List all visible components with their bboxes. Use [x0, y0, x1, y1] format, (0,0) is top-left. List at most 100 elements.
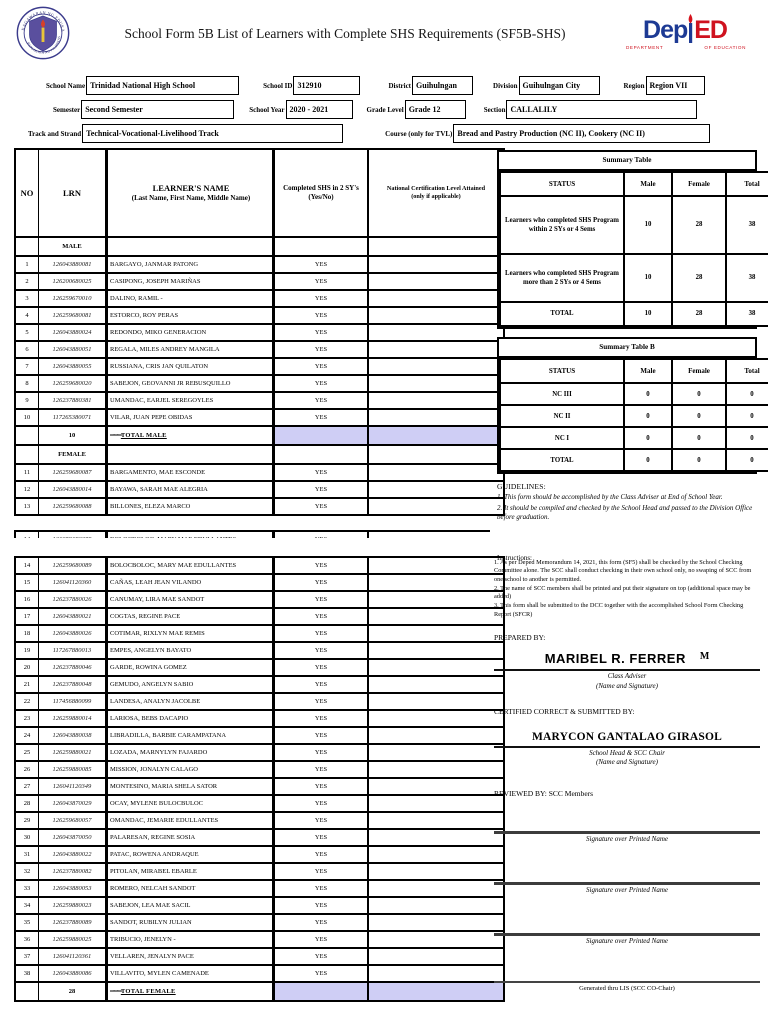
generated-caption: Generated thru LIS (SCC CO-Chair)	[579, 985, 675, 993]
school-head-signature-block: MARYCON GANTALAO GIRASOL School Head & S…	[494, 727, 760, 768]
col-header-lrn: LRN	[63, 187, 81, 198]
learner-row: 6 126043880051 REGALA, MILES ANDREY MANG…	[14, 340, 505, 359]
summary-row: TOTAL 10 28 38	[499, 301, 768, 327]
row-learner-name: VILAR, JUAN PEPE OBIDAS	[105, 408, 274, 427]
female-section-row: FEMALE	[14, 444, 505, 465]
row-number: 14	[14, 556, 39, 575]
row-nc-level	[367, 828, 505, 847]
row-lrn: 126041120349	[38, 777, 107, 796]
learner-row: 15 126041120360 CAÑAS, LEAH JEAN VILANDO…	[14, 573, 505, 592]
scc-signature-slot-1: Signature over Printed Name	[494, 831, 760, 844]
row-learner-name: DALINO, RAMIL -	[105, 289, 274, 308]
row-number: 35	[14, 913, 39, 932]
summary-b-row-total: 0	[725, 426, 768, 450]
row-completed-shs: YES	[272, 760, 369, 779]
row-nc-level	[367, 289, 505, 308]
row-completed-shs: YES	[272, 357, 369, 376]
grade-level-label: Grade Level	[366, 105, 404, 114]
summary-b-row-status: NC II	[499, 404, 625, 428]
row-completed-shs: YES	[272, 845, 369, 864]
right-column-page1: Summary Table STATUS Male Female Total L…	[497, 150, 768, 563]
learner-row-partial: 14 126259680089 BOLOCBOLOC, MARY MAE EDU…	[14, 530, 490, 538]
row-learner-name: OMANDAC, JEMARIE EDULLANTES	[105, 811, 274, 830]
row-completed-shs: YES	[272, 964, 369, 983]
summary-b-col-female: Female	[671, 358, 727, 384]
learner-row: 18 126043880026 COTIMAR, RIXLYN MAE REMI…	[14, 624, 505, 643]
learner-row: 12 126043880014 BAYAWA, SARAH MAE ALEGRI…	[14, 480, 505, 499]
row-lrn: 126259880025	[38, 930, 107, 949]
course-label: Course (only for TVL)	[385, 129, 453, 138]
row-nc-level	[367, 530, 490, 538]
summary-b-row-total: 0	[725, 382, 768, 406]
row-lrn: 126259880014	[38, 709, 107, 728]
row-learner-name: BOLOCBOLOC, MARY MAE EDULLANTES	[105, 530, 274, 538]
summary-b-row-male: 0	[623, 426, 673, 450]
page-break-partial-row: 14 126259680089 BOLOCBOLOC, MARY MAE EDU…	[14, 530, 490, 538]
summary-table-title: Summary Table	[499, 152, 755, 171]
form-field-row-1: School Name Trinidad National High Schoo…	[46, 76, 705, 95]
row-completed-shs: YES	[272, 497, 369, 516]
row-learner-name: UMANDAC, EARJEL SEREGOYLES	[105, 391, 274, 410]
row-number: 23	[14, 709, 39, 728]
row-lrn: 126200680025	[38, 272, 107, 291]
row-number: 11	[14, 463, 39, 482]
row-nc-level	[367, 374, 505, 393]
section-label: Section	[483, 105, 506, 114]
row-nc-level	[367, 573, 505, 592]
row-completed-shs: YES	[272, 675, 369, 694]
male-section-row: MALE	[14, 236, 505, 257]
total-male-label-cell: ═══TOTAL MALE	[105, 425, 274, 446]
row-completed-shs: YES	[272, 556, 369, 575]
row-number: 20	[14, 658, 39, 677]
instructions-label: Instructions:	[497, 554, 532, 563]
row-learner-name: PATAC, ROWENA ANDRAQUE	[105, 845, 274, 864]
row-nc-level	[367, 692, 505, 711]
row-lrn: 126237880381	[38, 391, 107, 410]
row-lrn: 126259680089	[38, 556, 107, 575]
learner-row: 28 126043870029 OCAY, MYLENE BULOCBULOC …	[14, 794, 505, 813]
summary-row-status: Learners who completed SHS Program more …	[499, 253, 625, 303]
row-completed-shs: YES	[272, 743, 369, 762]
learner-row: 1 126043880081 BARGAYO, JANMAR PATONG YE…	[14, 255, 505, 274]
row-lrn: 117265380071	[38, 408, 107, 427]
row-completed-shs: YES	[272, 272, 369, 291]
row-lrn: 126043880026	[38, 624, 107, 643]
row-learner-name: CASIPONG, JOSEPH MARIÑAS	[105, 272, 274, 291]
learner-row: 11 126259680087 BARGAMENTO, MAE ESCONDE …	[14, 463, 505, 482]
row-lrn: 126043870050	[38, 828, 107, 847]
signature-line	[494, 669, 760, 672]
row-number: 38	[14, 964, 39, 983]
female-rows-page2: 14 126259680089 BOLOCBOLOC, MARY MAE EDU…	[14, 556, 505, 983]
row-completed-shs: YES	[272, 930, 369, 949]
signature-line	[494, 745, 760, 748]
row-nc-level	[367, 480, 505, 499]
total-female-label-cell: ═══TOTAL FEMALE	[105, 981, 274, 1002]
row-lrn: 126237880046	[38, 658, 107, 677]
row-nc-level	[367, 811, 505, 830]
col-header-shs-sub: (Yes/No)	[308, 193, 334, 201]
summary-table: Summary Table STATUS Male Female Total L…	[497, 150, 768, 329]
school-year-label: School Year	[249, 105, 285, 114]
row-lrn: 126259680020	[38, 374, 107, 393]
row-nc-level	[367, 323, 505, 342]
deped-caption-right: OF EDUCATION	[704, 45, 746, 50]
summary-row-female: 28	[671, 301, 727, 327]
row-learner-name: RUSSIANA, CRIS JAN QUILATON	[105, 357, 274, 376]
row-number: 18	[14, 624, 39, 643]
row-number: 2	[14, 272, 39, 291]
row-nc-level	[367, 896, 505, 915]
summary-row-male: 10	[623, 253, 673, 303]
row-completed-shs: YES	[272, 658, 369, 677]
row-completed-shs: YES	[272, 913, 369, 932]
signature-slot-caption: Signature over Printed Name	[586, 835, 668, 844]
row-completed-shs: YES	[272, 306, 369, 325]
learner-row: 4 126259680081 ESTORCO, ROY PERAS YES	[14, 306, 505, 325]
row-learner-name: VILLAVITO, MYLEN CAMENADE	[105, 964, 274, 983]
row-number: 21	[14, 675, 39, 694]
summary-b-col-total: Total	[725, 358, 768, 384]
guideline-item: 1. This form should be accomplished by t…	[497, 493, 723, 501]
region-field: Region VII	[645, 76, 705, 95]
row-number: 19	[14, 641, 39, 660]
row-lrn: 126041120360	[38, 573, 107, 592]
row-nc-level	[367, 760, 505, 779]
